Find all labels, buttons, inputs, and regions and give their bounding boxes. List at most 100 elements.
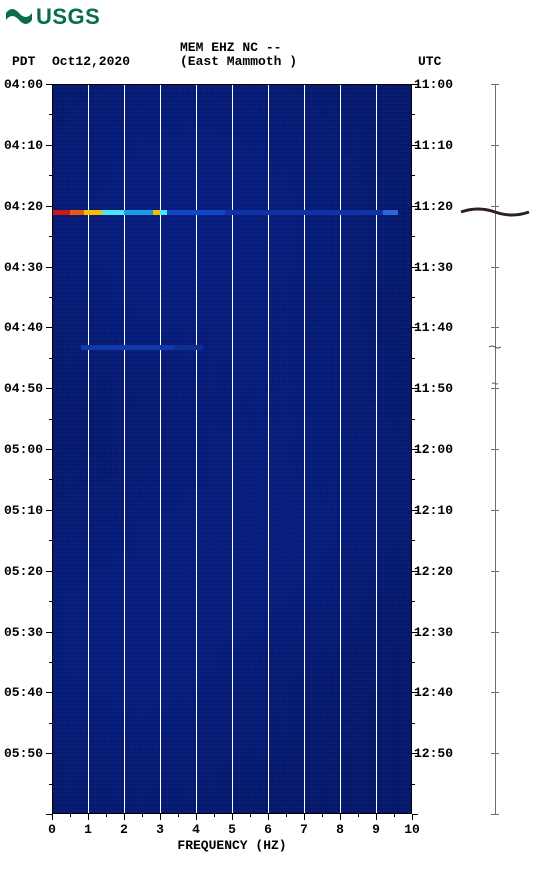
y-label-right: 11:50 bbox=[414, 381, 458, 396]
spectrogram-background bbox=[52, 84, 412, 814]
y-label-right: 12:40 bbox=[414, 685, 458, 700]
spectrogram-plot: 04:0011:0004:1011:1004:2011:2004:3011:30… bbox=[52, 84, 412, 814]
x-label: 7 bbox=[300, 822, 308, 837]
x-tick bbox=[88, 814, 89, 820]
x-tick bbox=[268, 814, 269, 820]
y-minor-tick-left bbox=[49, 236, 52, 237]
y-minor-tick-left bbox=[49, 479, 52, 480]
x-label: 2 bbox=[120, 822, 128, 837]
spectral-event-segment bbox=[52, 210, 70, 215]
y-minor-tick-right bbox=[412, 358, 415, 359]
spectral-event-segment bbox=[84, 210, 102, 215]
y-minor-tick-right bbox=[412, 297, 415, 298]
station-code: MEM EHZ NC -- bbox=[180, 40, 281, 55]
x-tick bbox=[124, 814, 125, 820]
x-minor-tick bbox=[394, 814, 395, 817]
y-label-left: 05:20 bbox=[4, 564, 48, 579]
spectral-event-segment bbox=[383, 210, 397, 215]
y-minor-tick-left bbox=[49, 662, 52, 663]
y-minor-tick-right bbox=[412, 479, 415, 480]
amplitude-tick bbox=[491, 510, 499, 511]
spectral-event-segment bbox=[174, 345, 203, 350]
y-minor-tick-right bbox=[412, 419, 415, 420]
y-label-left: 05:00 bbox=[4, 442, 48, 457]
y-minor-tick-right bbox=[412, 540, 415, 541]
x-minor-tick bbox=[286, 814, 287, 817]
spectral-event-segment bbox=[167, 210, 225, 215]
right-timezone-label: UTC bbox=[418, 54, 441, 69]
x-label: 10 bbox=[404, 822, 420, 837]
freq-gridline bbox=[268, 84, 269, 814]
y-minor-tick-left bbox=[49, 297, 52, 298]
x-tick bbox=[376, 814, 377, 820]
y-label-left: 05:40 bbox=[4, 685, 48, 700]
x-minor-tick bbox=[250, 814, 251, 817]
spectral-event-segment bbox=[102, 210, 124, 215]
amplitude-tick bbox=[491, 449, 499, 450]
y-label-left: 04:50 bbox=[4, 381, 48, 396]
amplitude-side-panel bbox=[455, 84, 535, 814]
x-label: 9 bbox=[372, 822, 380, 837]
spectral-event-segment bbox=[70, 210, 84, 215]
spectral-event-segment bbox=[160, 210, 167, 215]
amplitude-tick bbox=[491, 753, 499, 754]
amplitude-wiggle bbox=[455, 379, 535, 388]
usgs-logo: USGS bbox=[6, 4, 100, 30]
x-label: 5 bbox=[228, 822, 236, 837]
y-minor-tick-left bbox=[49, 419, 52, 420]
amplitude-tick bbox=[491, 571, 499, 572]
x-tick bbox=[412, 814, 413, 820]
station-site-name: (East Mammoth ) bbox=[180, 54, 297, 69]
x-minor-tick bbox=[106, 814, 107, 817]
x-tick bbox=[52, 814, 53, 820]
amplitude-wiggle bbox=[455, 205, 535, 219]
freq-gridline bbox=[124, 84, 125, 814]
y-label-left: 05:30 bbox=[4, 625, 48, 640]
y-label-right: 12:00 bbox=[414, 442, 458, 457]
y-label-left: 04:00 bbox=[4, 77, 48, 92]
y-minor-tick-left bbox=[49, 358, 52, 359]
y-label-right: 12:50 bbox=[414, 746, 458, 761]
y-minor-tick-left bbox=[49, 784, 52, 785]
x-minor-tick bbox=[358, 814, 359, 817]
freq-gridline bbox=[340, 84, 341, 814]
x-label: 4 bbox=[192, 822, 200, 837]
spectral-event-segment bbox=[225, 210, 383, 215]
y-minor-tick-left bbox=[49, 601, 52, 602]
freq-gridline bbox=[196, 84, 197, 814]
x-minor-tick bbox=[322, 814, 323, 817]
amplitude-tick bbox=[491, 145, 499, 146]
date-label: Oct12,2020 bbox=[52, 54, 130, 69]
freq-gridline bbox=[304, 84, 305, 814]
y-minor-tick-left bbox=[49, 723, 52, 724]
y-minor-tick-left bbox=[49, 540, 52, 541]
y-label-left: 04:20 bbox=[4, 199, 48, 214]
x-label: 3 bbox=[156, 822, 164, 837]
spectral-event-segment bbox=[81, 345, 175, 350]
y-label-left: 05:10 bbox=[4, 503, 48, 518]
freq-gridline bbox=[376, 84, 377, 814]
amplitude-wiggle bbox=[455, 342, 535, 352]
x-tick bbox=[160, 814, 161, 820]
amplitude-tick bbox=[491, 84, 499, 85]
y-minor-tick-right bbox=[412, 662, 415, 663]
y-minor-tick-right bbox=[412, 175, 415, 176]
y-minor-tick-right bbox=[412, 723, 415, 724]
y-minor-tick-left bbox=[49, 175, 52, 176]
x-label: 0 bbox=[48, 822, 56, 837]
x-minor-tick bbox=[70, 814, 71, 817]
usgs-logo-text: USGS bbox=[36, 4, 100, 30]
x-label: 6 bbox=[264, 822, 272, 837]
x-minor-tick bbox=[214, 814, 215, 817]
freq-gridline bbox=[160, 84, 161, 814]
y-label-right: 11:20 bbox=[414, 199, 458, 214]
left-timezone-label: PDT bbox=[12, 54, 35, 69]
x-minor-tick bbox=[142, 814, 143, 817]
amplitude-tick bbox=[491, 388, 499, 389]
y-label-right: 11:30 bbox=[414, 260, 458, 275]
amplitude-tick bbox=[491, 692, 499, 693]
y-label-right: 12:20 bbox=[414, 564, 458, 579]
y-label-right: 11:00 bbox=[414, 77, 458, 92]
usgs-wave-icon bbox=[6, 7, 32, 27]
y-minor-tick-left bbox=[49, 114, 52, 115]
